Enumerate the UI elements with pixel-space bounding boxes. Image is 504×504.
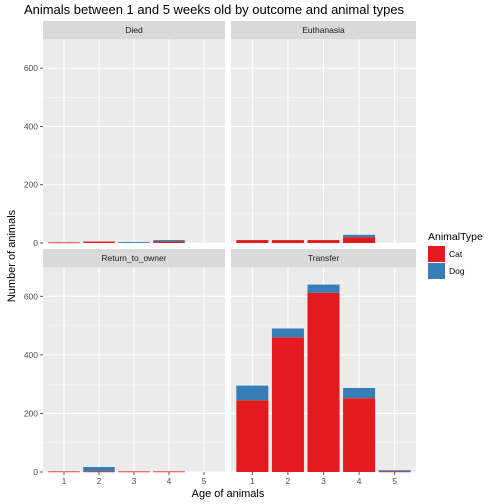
bar-cat-3 xyxy=(307,292,340,472)
y-tick-label: 400 xyxy=(24,350,38,360)
bar-cat-3 xyxy=(118,471,150,473)
bar-cat-1 xyxy=(48,242,80,244)
x-tick-label: 2 xyxy=(286,476,291,486)
y-tick-label: 600 xyxy=(24,63,38,73)
legend: AnimalType Cat Dog xyxy=(428,231,483,279)
legend-label-cat: Cat xyxy=(449,249,463,259)
bar-cat-5 xyxy=(378,471,411,473)
bar-dog-4 xyxy=(153,240,185,242)
strip-label: Transfer xyxy=(308,253,340,263)
bar-cat-3 xyxy=(307,240,340,243)
bar-dog-4 xyxy=(343,387,376,399)
y-tick-label: 600 xyxy=(24,291,38,301)
y-tick-label: 0 xyxy=(33,467,38,477)
x-tick-label: 5 xyxy=(202,476,207,486)
bar-cat-1 xyxy=(236,400,269,472)
bar-dog-2 xyxy=(271,328,304,338)
bar-cat-4 xyxy=(153,471,185,473)
legend-title: AnimalType xyxy=(428,231,483,243)
y-tick-label: 200 xyxy=(24,180,38,190)
strip-background xyxy=(231,249,416,267)
facet-panels: Died 0 200 400 600 Euthanasia Return_to_owner 0… xyxy=(24,21,416,486)
panel-died: Died 0 200 400 600 xyxy=(24,21,225,248)
y-axis-title: Number of animals xyxy=(6,209,18,302)
panel-transfer: Transfer 1 2 3 4 5 xyxy=(231,249,416,486)
bar-dog-4 xyxy=(343,234,376,238)
bar-dog-1 xyxy=(236,385,269,401)
bar-dog-3 xyxy=(307,284,340,293)
strip-background xyxy=(231,21,416,39)
strip-background xyxy=(43,21,225,39)
bar-cat-4 xyxy=(153,241,185,243)
x-tick-label: 3 xyxy=(321,476,326,486)
legend-swatch-dog xyxy=(428,263,445,279)
x-tick-label: 3 xyxy=(132,476,137,486)
x-tick-label: 1 xyxy=(62,476,67,486)
strip-label: Died xyxy=(125,25,143,35)
x-tick-label: 4 xyxy=(357,476,362,486)
x-tick-label: 2 xyxy=(97,476,102,486)
legend-label-dog: Dog xyxy=(449,266,465,276)
panel-euthanasia: Euthanasia xyxy=(231,21,416,244)
y-tick-label: 0 xyxy=(33,238,38,248)
bar-cat-4 xyxy=(343,398,376,472)
y-tick-label: 400 xyxy=(24,121,38,131)
strip-label: Return_to_owner xyxy=(101,253,166,263)
strip-background xyxy=(43,249,225,267)
bar-dog-5 xyxy=(378,470,411,472)
legend-swatch-cat xyxy=(428,246,445,262)
x-tick-label: 1 xyxy=(250,476,255,486)
chart-title: Animals between 1 and 5 weeks old by out… xyxy=(24,2,405,17)
y-tick-label: 200 xyxy=(24,408,38,418)
bar-dog-3 xyxy=(118,242,150,243)
bar-dog-2 xyxy=(83,467,115,472)
bar-cat-2 xyxy=(271,337,304,472)
bar-cat-1 xyxy=(48,471,80,473)
x-axis-title: Age of animals xyxy=(192,488,265,500)
bar-cat-2 xyxy=(83,471,115,473)
x-tick-label: 5 xyxy=(392,476,397,486)
bar-cat-4 xyxy=(343,237,376,243)
panel-return-to-owner: Return_to_owner 0 200 400 600 1 2 3 4 5 xyxy=(24,249,225,486)
x-tick-label: 4 xyxy=(167,476,172,486)
bar-cat-2 xyxy=(271,240,304,243)
bar-cat-2 xyxy=(83,241,115,243)
strip-label: Euthanasia xyxy=(302,25,345,35)
bar-cat-1 xyxy=(236,240,269,243)
